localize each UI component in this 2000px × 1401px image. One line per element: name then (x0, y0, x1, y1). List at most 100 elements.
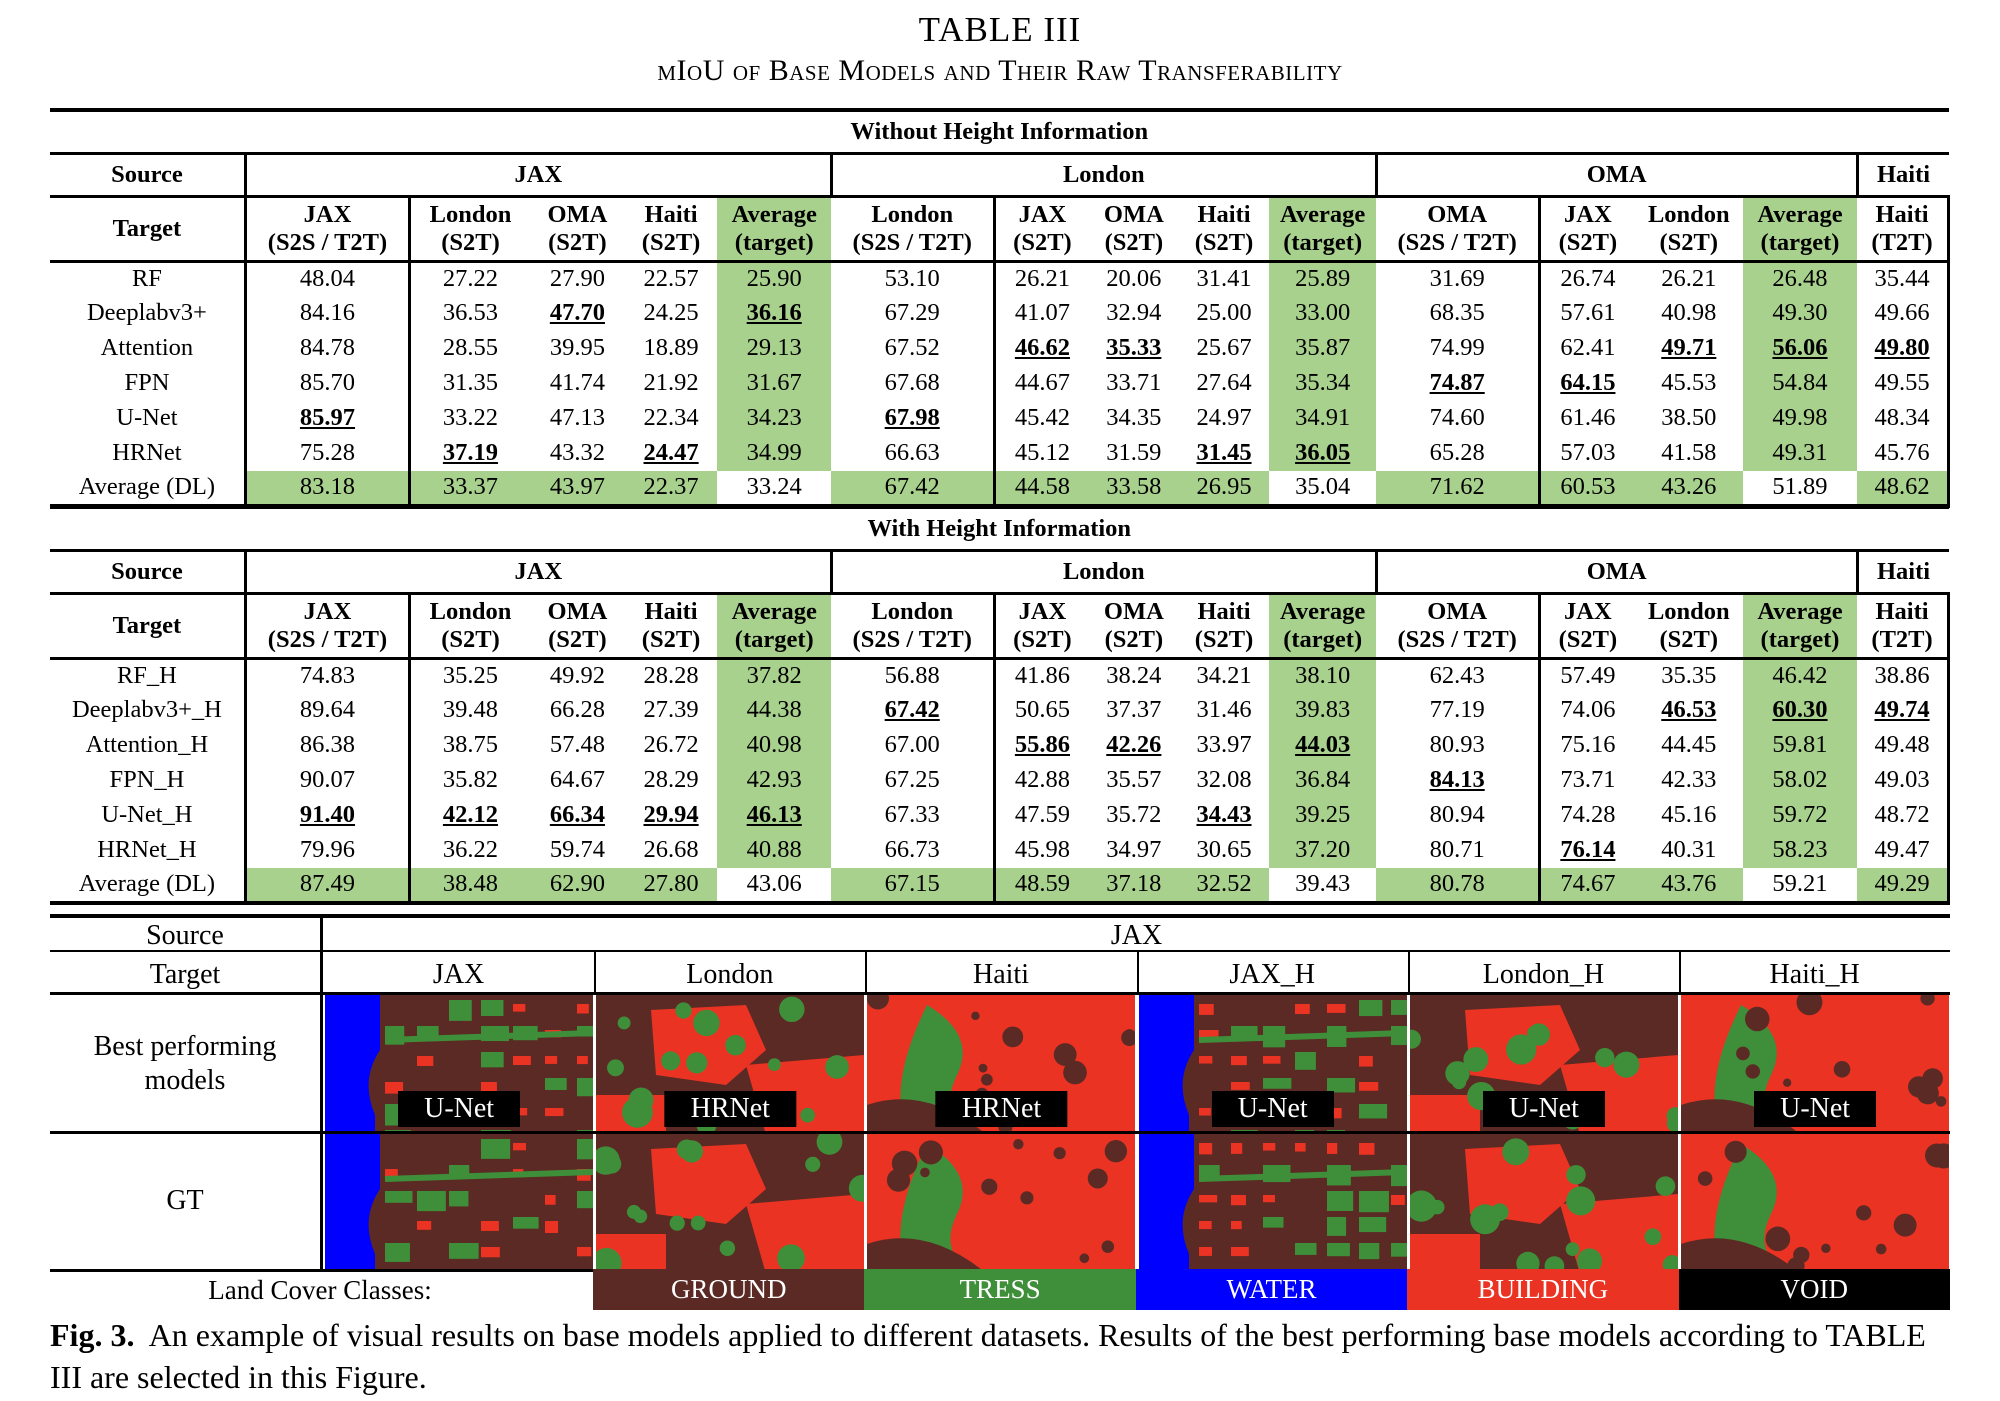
target-mode: (target) (1283, 229, 1363, 256)
table-cell: 33.71 (1106, 369, 1162, 397)
table-cell: 42.12 (442, 801, 499, 829)
target-mode: (target) (1283, 626, 1363, 653)
table-cell: 43.06 (717, 868, 832, 905)
table-cell: 42.88 (1014, 766, 1070, 794)
target-mode: (T2T) (1871, 626, 1933, 653)
table-cell: 71.62 (1376, 471, 1542, 508)
table-cell: 38.75 (442, 731, 499, 759)
table-cell: 26.95 (1178, 471, 1270, 508)
target-column-header: Haiti (S2T) (624, 593, 718, 660)
table-cell: 57.61 (1560, 299, 1616, 327)
figure-row-gt-label: GT (166, 1185, 204, 1216)
target-mode: (S2T) (441, 626, 500, 653)
table-cell: 29.94 (643, 801, 699, 829)
row-label: Attention_H (50, 728, 247, 763)
table-row: Deeplabv3+_H 89.64 39.48 66.28 27.39 44.38 67.… (50, 693, 1951, 728)
table-cell: 53.10 (831, 261, 997, 296)
model-tag: U-Net (1211, 1091, 1334, 1127)
table-row: Average (DL) 87.49 38.48 62.90 27.80 43.06 67.… (50, 868, 1951, 905)
target-name: Average (1280, 598, 1366, 625)
target-name: London (1647, 598, 1730, 625)
target-name: Haiti (1875, 201, 1929, 228)
target-header: Target (50, 593, 247, 660)
table-cell: 80.94 (1376, 798, 1542, 833)
prediction-map: HRNet (867, 995, 1136, 1131)
source-group-oma: OMA (1376, 153, 1859, 198)
model-tag: HRNet (935, 1091, 1068, 1127)
ground-truth-map (1681, 1134, 1950, 1269)
table-cell: 46.13 (717, 798, 832, 833)
table-cell: 75.16 (1560, 731, 1616, 759)
target-column-header: Haiti (T2T) (1857, 593, 1951, 660)
table-row: Attention_H 86.38 38.75 57.48 26.72 40.98 67.0… (50, 728, 1951, 763)
table-cell: 36.22 (442, 836, 499, 864)
table-cell: 27.22 (442, 265, 499, 293)
prediction-map: U-Net (1138, 995, 1407, 1131)
table-cell: 67.33 (831, 798, 997, 833)
table-cell: 40.31 (1661, 836, 1717, 864)
table-cell: 66.28 (549, 696, 605, 724)
source-group-oma: OMA (1376, 550, 1859, 595)
table-cell: 24.47 (643, 439, 699, 467)
table-row: Average (DL) 83.18 33.37 43.97 22.37 33.24 67.… (50, 471, 1951, 508)
target-mode: (S2T) (548, 626, 607, 653)
figure-row-best-models-label: Best performing models (93, 1031, 277, 1096)
target-column-header: Average (target) (1269, 593, 1377, 660)
table-cell: 38.24 (1106, 662, 1162, 690)
table-cell: 84.78 (245, 331, 412, 366)
table-cell: 68.35 (1376, 296, 1542, 331)
ground-truth-map (867, 1134, 1136, 1269)
table-cell: 90.07 (245, 763, 412, 798)
table-cell: 84.16 (245, 296, 412, 331)
table-cell: 32.52 (1178, 868, 1270, 905)
ground-truth-map (596, 1134, 865, 1269)
target-column-header: OMA (S2S / T2T) (1376, 593, 1542, 660)
target-column-header: JAX (S2T) (994, 196, 1089, 263)
table-cell: 49.55 (1857, 366, 1951, 401)
table-row: Deeplabv3+ 84.16 36.53 47.70 24.25 36.16 67.29… (50, 296, 1951, 331)
table-row: U-Net 85.97 33.22 47.13 22.34 34.23 67.98 45.42… (50, 401, 1951, 436)
target-mode: (S2T) (1194, 626, 1254, 653)
table-cell: 67.42 (831, 693, 997, 728)
table-cell: 37.37 (1106, 696, 1162, 724)
table-cell: 49.66 (1857, 296, 1951, 331)
row-label: HRNet (50, 436, 247, 471)
table-cell: 62.90 (529, 868, 625, 905)
table-cell: 80.71 (1376, 833, 1542, 868)
target-name: Haiti (644, 598, 698, 625)
table-cell: 28.28 (643, 662, 699, 690)
table-cell: 41.58 (1661, 439, 1717, 467)
target-mode: (S2T) (1104, 229, 1164, 256)
table-cell: 44.67 (1014, 369, 1070, 397)
table-cell: 34.99 (717, 436, 832, 471)
table-cell: 35.04 (1269, 471, 1377, 508)
target-column-header: London (S2S / T2T) (831, 593, 997, 660)
section-heading: With Height Information (50, 505, 1949, 552)
model-tag: U-Net (1754, 1091, 1877, 1127)
table-cell: 59.21 (1742, 868, 1858, 905)
table-cell: 65.28 (1376, 436, 1542, 471)
table-cell: 34.23 (717, 401, 832, 436)
table-cell: 49.71 (1661, 334, 1717, 362)
ground-truth-map (1409, 1134, 1678, 1269)
target-name: Haiti (1197, 598, 1251, 625)
target-name: London (429, 201, 512, 228)
table-row: HRNet_H 79.96 36.22 59.74 26.68 40.88 66.73 45.… (50, 833, 1951, 868)
table-cell: 44.45 (1661, 731, 1717, 759)
target-name: OMA (1103, 598, 1164, 625)
table-cell: 44.03 (1269, 728, 1377, 763)
table-cell: 22.34 (643, 404, 699, 432)
table-cell: 45.98 (1014, 836, 1070, 864)
row-label: Average (DL) (50, 868, 247, 905)
target-mode: (target) (734, 626, 814, 653)
table-row: Attention 84.78 28.55 39.95 18.89 29.13 67.52 4… (50, 331, 1951, 366)
section-heading: Without Height Information (50, 108, 1949, 155)
target-column-header: Average (target) (717, 196, 832, 263)
table-cell: 33.58 (1088, 471, 1179, 508)
table-cell: 24.25 (643, 299, 699, 327)
table-cell: 60.53 (1539, 471, 1635, 508)
table-row: FPN_H 90.07 35.82 64.67 28.29 42.93 67.25 42.88… (50, 763, 1951, 798)
table-cell: 24.97 (1196, 404, 1252, 432)
table-cell: 39.95 (549, 334, 605, 362)
table-cell: 48.04 (245, 261, 412, 296)
